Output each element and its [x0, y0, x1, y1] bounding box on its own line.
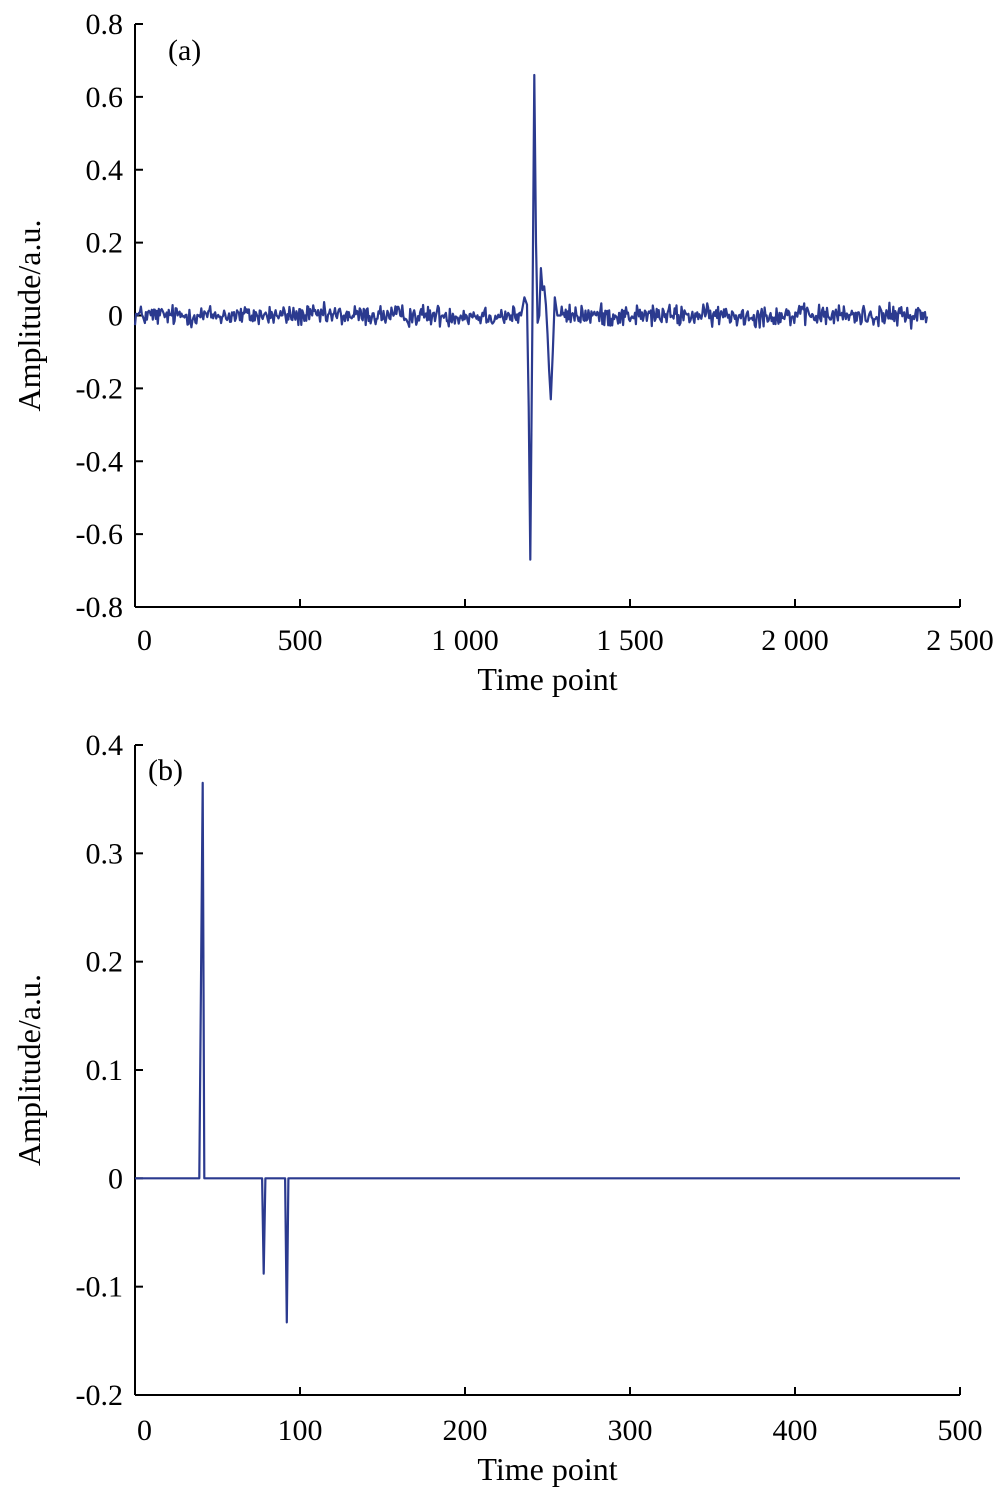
y-tick-label: -0.8: [76, 591, 124, 624]
y-tick-label: 0.6: [86, 81, 124, 114]
y-tick-label: -0.4: [76, 445, 124, 478]
x-axis-title: Time point: [477, 1451, 617, 1487]
chart-panel-b: 0.4 0.3 0.2 0.1 0 -0.1 -0.2 0 100 200 300 400 500 Tim…: [11, 729, 983, 1487]
y-tick-label: -0.6: [76, 518, 124, 551]
x-tick-label: 0: [137, 1414, 152, 1447]
y-tick-label: 0.8: [86, 8, 124, 41]
series-line: [135, 781, 960, 1324]
panel-label: (b): [148, 754, 183, 787]
y-tick-label: -0.1: [76, 1271, 124, 1304]
y-axis-title: Amplitude/a.u.: [11, 974, 47, 1166]
x-tick-label: 500: [278, 624, 323, 657]
y-tick-label: 0.2: [86, 946, 124, 979]
y-tick-label: 0: [108, 1162, 123, 1195]
y-tick-label: -0.2: [76, 1379, 124, 1412]
x-tick-label: 2 500: [926, 624, 994, 657]
x-axis-title: Time point: [477, 661, 617, 697]
y-tick-label: 0.1: [86, 1054, 124, 1087]
y-axis-title: Amplitude/a.u.: [11, 220, 47, 412]
y-tick-label: 0.4: [86, 729, 124, 762]
x-tick-label: 500: [938, 1414, 983, 1447]
x-tick-label: 0: [137, 624, 152, 657]
y-tick-label: 0: [108, 300, 123, 333]
y-tick-label: 0.2: [86, 227, 124, 260]
series-line: [133, 73, 929, 561]
y-tick-label: 0.3: [86, 837, 124, 870]
y-tick-label: 0.4: [86, 154, 124, 187]
x-tick-label: 1 000: [431, 624, 499, 657]
panel-label: (a): [168, 34, 201, 67]
x-tick-label: 1 500: [596, 624, 664, 657]
y-tick-label: -0.2: [76, 372, 124, 405]
x-tick-label: 400: [773, 1414, 818, 1447]
chart-panel-a: 0.8 0.6 0.4 0.2 0 -0.2 -0.4 -0.6 -0.8 0 500 1 000 1 …: [11, 8, 994, 697]
x-tick-label: 100: [278, 1414, 323, 1447]
x-tick-label: 300: [608, 1414, 653, 1447]
x-tick-label: 200: [443, 1414, 488, 1447]
x-tick-label: 2 000: [761, 624, 829, 657]
